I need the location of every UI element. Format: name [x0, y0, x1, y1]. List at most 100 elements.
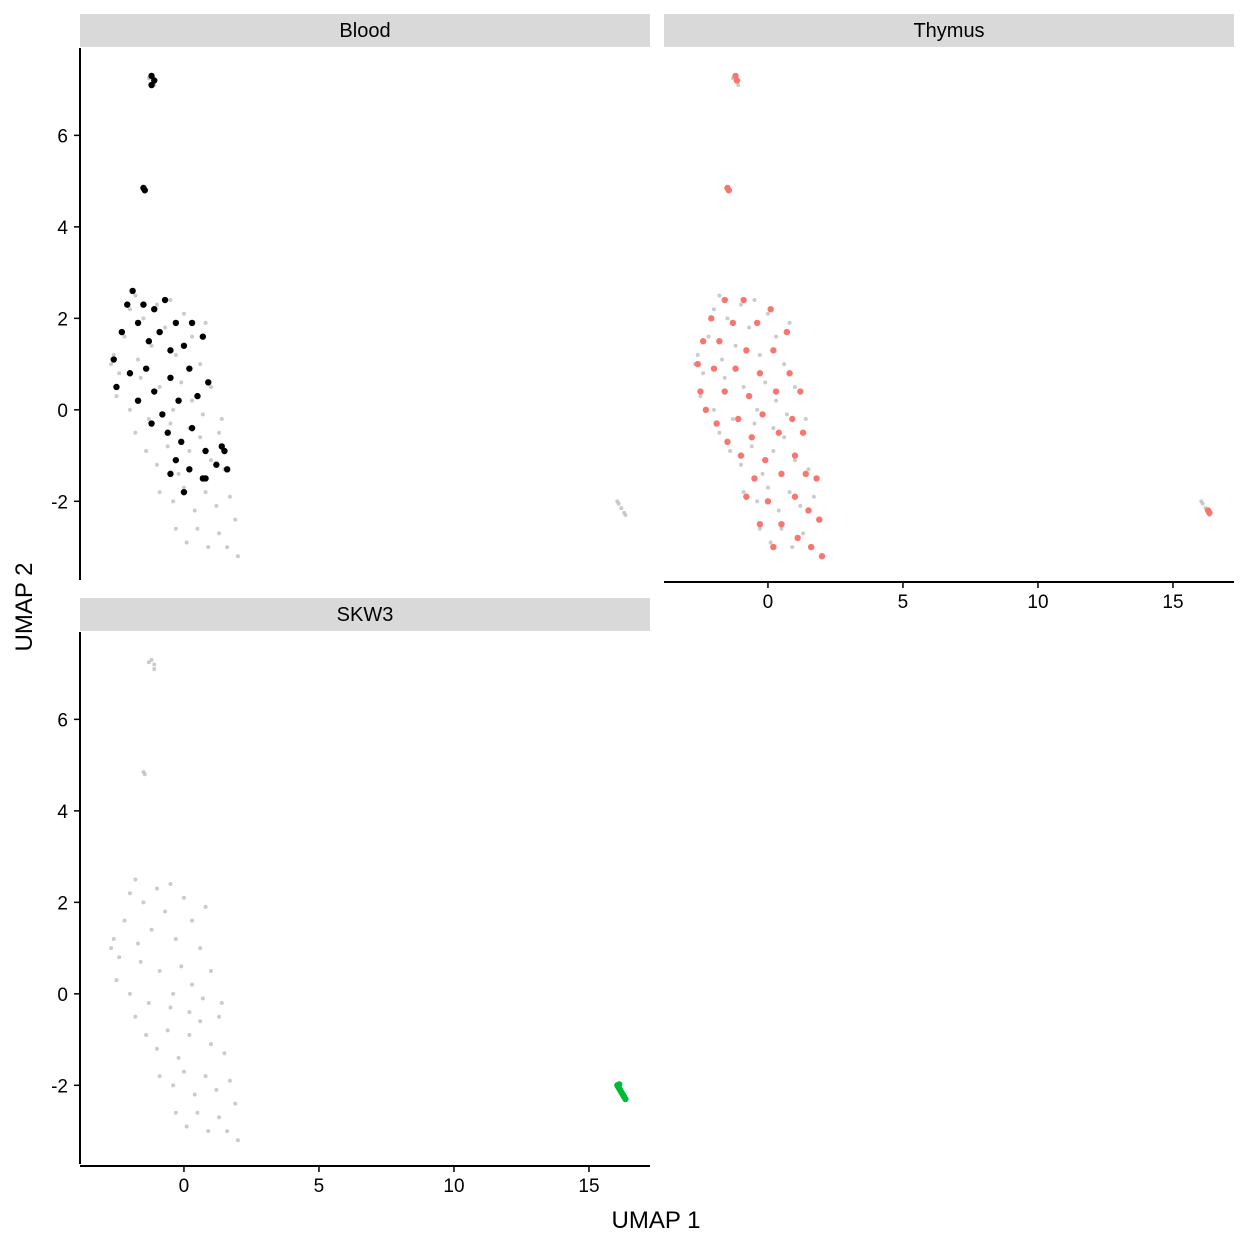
background-point — [803, 416, 808, 421]
background-point — [725, 316, 730, 321]
background-point — [176, 471, 181, 476]
background-point — [208, 384, 213, 389]
point — [124, 301, 131, 308]
background-point — [117, 371, 122, 376]
strip — [80, 598, 650, 631]
background-point — [214, 1087, 219, 1092]
background-point — [198, 946, 203, 951]
background-point — [133, 877, 138, 882]
point — [616, 1081, 623, 1088]
background-point — [765, 311, 770, 316]
background-point — [144, 1033, 149, 1038]
point — [164, 429, 171, 436]
background-point — [747, 325, 752, 330]
background-point — [784, 412, 789, 417]
background-point — [717, 430, 722, 435]
background-point — [133, 430, 138, 435]
background-point — [217, 531, 222, 536]
x-axis-label: UMAP 1 — [612, 1207, 701, 1234]
point — [778, 470, 785, 478]
background-point — [757, 526, 762, 531]
background-point — [728, 449, 733, 454]
background-point — [184, 1124, 189, 1129]
background-point — [171, 991, 176, 996]
background-point — [706, 334, 711, 339]
point — [148, 81, 155, 89]
point — [713, 420, 720, 427]
background-point — [152, 667, 157, 672]
background-point — [752, 421, 757, 426]
background-point — [771, 426, 776, 431]
y-axis-label: UMAP 2 — [11, 563, 38, 652]
panel: SKW3 -2 0 2 4 6 0 5 10 15 — [51, 598, 650, 1197]
background-point — [168, 298, 173, 303]
panel: Thymus 0 5 10 15 — [664, 14, 1234, 613]
background-point — [157, 968, 162, 973]
background-point — [176, 1055, 181, 1060]
point — [786, 370, 793, 377]
background-point — [138, 959, 143, 964]
point — [743, 347, 750, 354]
background-point — [203, 1074, 208, 1079]
background-point — [203, 320, 208, 325]
background-point — [149, 927, 154, 932]
background-point — [749, 444, 754, 449]
background-point — [235, 554, 240, 559]
point — [748, 434, 755, 441]
x-tick-label: 0 — [179, 1176, 190, 1197]
point — [188, 319, 196, 327]
background-point — [792, 458, 797, 463]
point — [167, 374, 174, 382]
y-tick-label: -2 — [51, 492, 68, 513]
background-point — [774, 398, 779, 403]
background-point — [171, 1083, 176, 1088]
background-point — [779, 526, 784, 531]
point — [205, 379, 212, 386]
background-point — [619, 506, 624, 511]
background-point — [154, 462, 159, 467]
background-point — [219, 1000, 224, 1005]
background-point — [206, 545, 211, 550]
background-point — [730, 416, 735, 421]
strip — [664, 14, 1234, 47]
background-point — [179, 380, 184, 385]
background-point — [222, 1051, 227, 1056]
background-point — [198, 1019, 203, 1024]
point — [167, 470, 174, 478]
point — [156, 328, 163, 336]
background-point — [782, 435, 787, 440]
background-point — [225, 545, 230, 550]
panel-title: Blood — [339, 20, 390, 42]
background-point — [111, 936, 116, 941]
background-point — [233, 517, 238, 522]
background-point — [127, 307, 132, 312]
point — [161, 296, 169, 304]
background-point — [711, 407, 716, 412]
background-point — [203, 904, 208, 909]
background-point — [208, 1042, 213, 1047]
background-point — [217, 1014, 222, 1019]
point — [622, 1095, 629, 1103]
point — [148, 420, 155, 427]
background-point — [133, 1014, 138, 1019]
background-point — [165, 1028, 170, 1033]
background-point — [181, 895, 186, 900]
point — [772, 388, 780, 395]
background-point — [173, 1110, 178, 1115]
point — [729, 319, 737, 327]
point — [725, 187, 733, 194]
point — [151, 305, 158, 313]
background-point — [163, 325, 168, 330]
point — [721, 296, 728, 304]
background-point — [206, 1129, 211, 1134]
background-point — [157, 384, 162, 389]
background-point — [200, 996, 205, 1001]
point — [805, 507, 812, 514]
point — [697, 388, 704, 395]
background-point — [798, 503, 803, 508]
x-tick-label: 15 — [1162, 592, 1183, 613]
point — [1206, 509, 1213, 516]
point — [172, 319, 180, 327]
y-tick-label: 2 — [57, 893, 68, 914]
